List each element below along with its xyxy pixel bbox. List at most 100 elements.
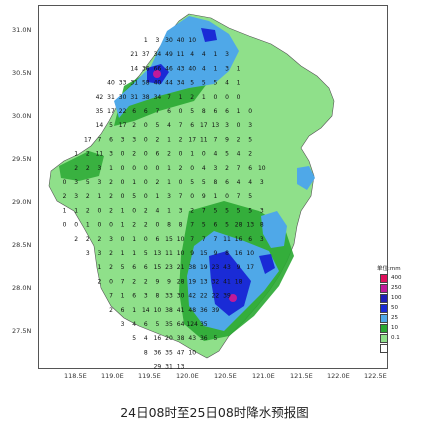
legend-swatch-zero <box>380 344 388 353</box>
grid-value: 1 <box>97 193 101 200</box>
grid-value: 4 <box>202 51 206 58</box>
grid-value: 2 <box>237 136 241 143</box>
grid-value: 38 <box>142 94 150 101</box>
map-caption: 24日08时至25日08时降水预报图 <box>120 405 309 420</box>
grid-value: 3 <box>97 250 101 257</box>
grid-value: 4 <box>213 151 217 158</box>
lon-label-122-5e: 122.5E <box>364 372 387 380</box>
grid-value: 0 <box>202 151 206 158</box>
grid-value: 11 <box>96 151 104 158</box>
grid-value: 6 <box>225 179 229 186</box>
grid-value: 5 <box>225 207 229 214</box>
grid-value: 43 <box>177 65 185 72</box>
rain-zone-50-100-northtop <box>201 28 217 42</box>
grid-value: 5 <box>202 222 206 229</box>
grid-value: 1 <box>132 307 136 314</box>
grid-value: 35 <box>96 108 104 115</box>
grid-value: 0 <box>190 193 194 200</box>
grid-value: 7 <box>237 165 241 172</box>
grid-value: 10 <box>177 250 185 257</box>
grid-value: 18 <box>235 278 243 285</box>
grid-value: 31 <box>165 364 173 370</box>
grid-value: 1 <box>121 250 125 257</box>
grid-value: 30 <box>165 37 173 44</box>
grid-value: 0 <box>179 179 183 186</box>
grid-value: 3 <box>97 165 101 172</box>
lat-label-28n: 28.0N <box>12 284 32 292</box>
grid-value: 4 <box>248 179 252 186</box>
grid-value: 1 <box>155 193 159 200</box>
grid-value: 21 <box>130 51 138 58</box>
grid-value: 5 <box>225 151 229 158</box>
grid-value: 0 <box>237 122 241 129</box>
grid-value: 0 <box>155 222 159 229</box>
grid-value: 2 <box>86 207 90 214</box>
grid-value: 0 <box>144 151 148 158</box>
grid-value: 7 <box>155 108 159 115</box>
grid-value: 0 <box>179 108 183 115</box>
grid-value: 14 <box>130 65 138 72</box>
grid-value: 0 <box>109 278 113 285</box>
grid-value: 17 <box>200 122 208 129</box>
grid-value: 46 <box>165 65 173 72</box>
grid-value: 2 <box>97 278 101 285</box>
grid-value: 8 <box>260 222 264 229</box>
grid-value: 2 <box>144 222 148 229</box>
legend-value: 0.1 <box>391 335 400 341</box>
grid-value: 1 <box>167 179 171 186</box>
grid-value: 6 <box>248 165 252 172</box>
grid-value: 48 <box>188 307 196 314</box>
grid-value: 2 <box>97 236 101 243</box>
grid-value: 8 <box>213 179 217 186</box>
grid-value: 2 <box>144 207 148 214</box>
grid-value: 9 <box>155 278 159 285</box>
grid-value: 5 <box>190 80 194 87</box>
grid-value: 1 <box>109 165 113 172</box>
grid-value: 6 <box>121 307 125 314</box>
grid-value: 31 <box>130 80 138 87</box>
grid-value: 28 <box>235 222 243 229</box>
grid-value: 6 <box>213 222 217 229</box>
grid-value: 23 <box>165 264 173 271</box>
grid-value: 0 <box>121 236 125 243</box>
grid-value: 10 <box>258 165 266 172</box>
lat-label-27-5n: 27.5N <box>12 327 32 335</box>
grid-value: 30 <box>119 94 127 101</box>
grid-value: 42 <box>96 94 104 101</box>
grid-value: 2 <box>86 193 90 200</box>
grid-value: 29 <box>154 364 162 370</box>
lon-label-119-5e: 119.5E <box>138 372 161 380</box>
grid-value: 34 <box>154 94 162 101</box>
grid-value: 5 <box>155 321 159 328</box>
grid-value: 0 <box>132 207 136 214</box>
grid-value: 7 <box>190 222 194 229</box>
grid-value: 10 <box>246 250 254 257</box>
grid-value: 10 <box>188 37 196 44</box>
grid-value: 11 <box>177 51 185 58</box>
rain-zone-25-50-islands <box>297 166 315 190</box>
grid-value: 7 <box>213 136 217 143</box>
grid-value: 10 <box>177 236 185 243</box>
grid-value: 5 <box>213 207 217 214</box>
grid-value: 2 <box>190 207 194 214</box>
grid-value: 3 <box>132 136 136 143</box>
grid-value: 36 <box>142 65 150 72</box>
grid-value: 38 <box>177 335 185 342</box>
grid-value: 3 <box>260 236 264 243</box>
grid-value: 1 <box>74 207 78 214</box>
lon-label-122e: 122.0E <box>327 372 350 380</box>
grid-value: 1 <box>179 94 183 101</box>
rain-zone-50-100-east <box>259 254 275 274</box>
grid-value: 34 <box>154 51 162 58</box>
grid-value: 7 <box>179 122 183 129</box>
grid-value: 13 <box>246 222 254 229</box>
lon-label-121e: 121.0E <box>252 372 275 380</box>
grid-value: 4 <box>237 179 241 186</box>
grid-value: 2 <box>109 307 113 314</box>
grid-value: 7 <box>179 193 183 200</box>
grid-value: 6 <box>155 236 159 243</box>
grid-value: 1 <box>121 222 125 229</box>
grid-value: 3 <box>74 193 78 200</box>
grid-value: 19 <box>188 278 196 285</box>
grid-value: 8 <box>167 222 171 229</box>
